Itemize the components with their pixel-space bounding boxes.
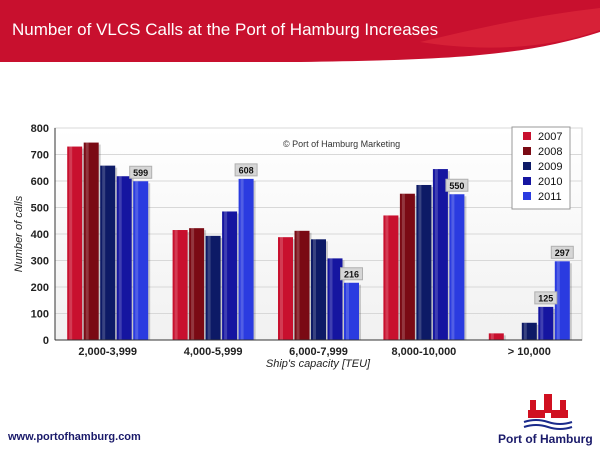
bar-highlight: [296, 230, 300, 340]
port-of-hamburg-logo: [523, 394, 573, 430]
bar-chart: 0 100 200 300 400 500 600 700 800 2,000-3,999 4,00…: [13, 123, 583, 370]
data-label: 550: [449, 181, 464, 191]
bar-highlight: [135, 181, 139, 340]
bar-2009: [205, 235, 221, 340]
data-label: 608: [239, 165, 254, 175]
data-label-box: [129, 165, 153, 179]
x-tick-label: 4,000-5,999: [184, 346, 243, 358]
watermark: © Port of Hamburg Marketing: [283, 139, 400, 149]
bar-highlight: [329, 258, 333, 340]
bar-highlight: [523, 322, 527, 340]
bar-highlight: [85, 142, 89, 340]
legend-swatch: [523, 192, 531, 200]
bar-highlight: [490, 333, 494, 340]
x-axis-title: Ship's capacity [TEU]: [266, 358, 371, 370]
bar-highlight: [401, 193, 405, 340]
data-label: 599: [133, 168, 148, 178]
bar-highlight: [118, 176, 122, 340]
bar-highlight: [434, 169, 438, 340]
data-label-box: [445, 178, 469, 192]
legend-swatch: [523, 132, 531, 140]
bar-highlight: [69, 146, 73, 340]
bar-highlight: [224, 211, 228, 340]
page-title: Number of VLCS Calls at the Port of Hamb…: [12, 20, 439, 39]
y-tick-label: 200: [31, 282, 49, 294]
y-tick-label: 500: [31, 203, 49, 215]
bar-2008: [83, 142, 99, 340]
y-tick-label: 400: [31, 229, 49, 241]
bar-highlight: [240, 178, 244, 340]
website-url: www.portofhamburg.com: [8, 431, 141, 443]
bar-2007: [278, 237, 293, 340]
data-label: 125: [538, 293, 553, 303]
x-tick-label: 2,000-3,999: [78, 346, 137, 358]
bar-highlight: [418, 184, 422, 340]
bar-highlight: [385, 215, 389, 340]
bar-highlight: [280, 237, 283, 340]
bar-2009: [100, 165, 116, 340]
bar-2007: [67, 146, 83, 340]
bar-2007: [172, 230, 188, 340]
bar-2009: [521, 322, 537, 340]
bar-2007: [383, 215, 399, 340]
bar-highlight: [451, 194, 455, 340]
legend-label: 2011: [538, 191, 562, 203]
legend-label: 2007: [538, 131, 562, 143]
bar-highlight: [102, 165, 106, 340]
legend-swatch: [523, 162, 531, 170]
bar-highlight: [313, 239, 316, 340]
bar-2011: [449, 194, 465, 340]
y-axis-title: Number of calls: [13, 195, 25, 272]
data-label: 216: [344, 269, 359, 279]
legend-label: 2010: [538, 176, 562, 188]
bar-highlight: [174, 230, 178, 340]
data-label: 297: [555, 248, 570, 258]
bar-2008: [189, 228, 205, 340]
x-tick-label: 6,000-7,999: [289, 346, 348, 358]
bar-2011: [238, 178, 254, 340]
y-tick-label: 100: [31, 309, 49, 321]
bar-2011: [344, 282, 359, 340]
bar-2010: [327, 258, 343, 340]
y-tick-label: 800: [31, 123, 49, 135]
data-label-box: [534, 291, 558, 305]
data-label-box: [550, 245, 574, 259]
bar-2007: [488, 333, 504, 340]
bar-2010: [538, 306, 554, 340]
bar-2008: [399, 193, 415, 340]
bar-highlight: [556, 261, 560, 340]
legend-swatch: [523, 147, 531, 155]
bar-2009: [416, 184, 432, 340]
bar-highlight: [207, 235, 211, 340]
bar-2010: [432, 169, 448, 340]
y-tick-label: 300: [31, 256, 49, 268]
bar-2011: [133, 181, 149, 340]
bar-2011: [554, 261, 570, 340]
y-tick-label: 600: [31, 176, 49, 188]
data-label-box: [234, 163, 258, 177]
logo-text: Port of Hamburg: [498, 432, 593, 446]
bar-2010: [116, 176, 132, 340]
header-banner: [0, 0, 600, 62]
bar-2009: [311, 239, 326, 340]
x-tick-label: > 10,000: [508, 346, 551, 358]
legend-label: 2008: [538, 146, 562, 158]
bar-highlight: [346, 282, 349, 340]
bar-2010: [222, 211, 238, 340]
bar-2008: [294, 230, 310, 340]
bar-highlight: [191, 228, 195, 340]
x-tick-label: 8,000-10,000: [391, 346, 456, 358]
y-tick-label: 0: [43, 335, 49, 347]
legend-label: 2009: [538, 161, 562, 173]
y-tick-label: 700: [31, 150, 49, 162]
bar-highlight: [540, 306, 544, 340]
legend-box: [511, 126, 571, 210]
legend-swatch: [523, 177, 531, 185]
data-label-box: [340, 267, 363, 281]
